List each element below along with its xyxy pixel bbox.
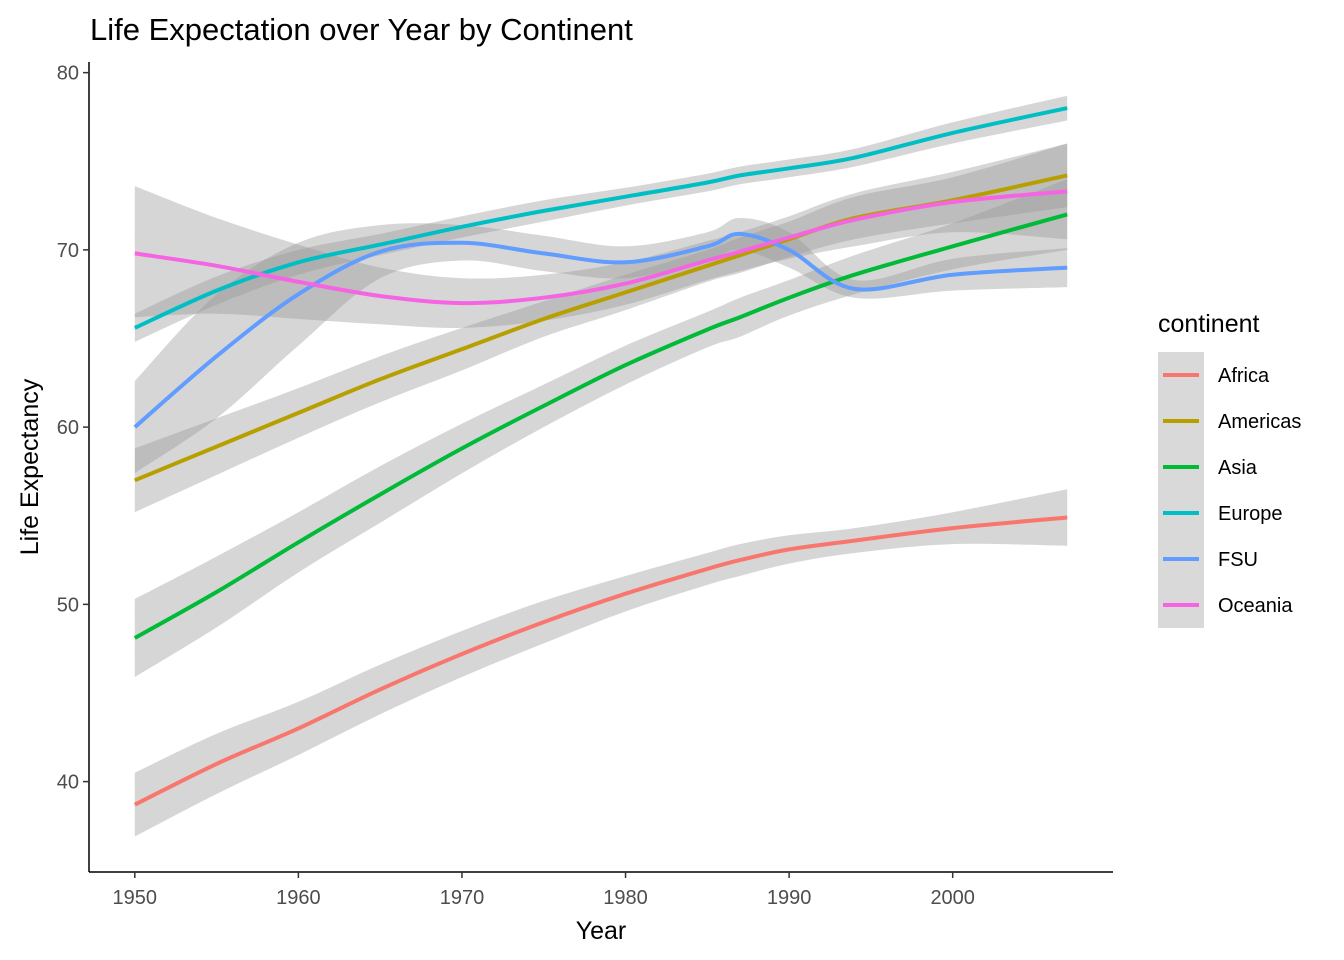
legend-label-africa: Africa: [1218, 365, 1270, 387]
ribbon-americas: [134, 143, 1068, 513]
x-tick-label: 1960: [276, 887, 321, 909]
series-line-fsu: [133, 231, 1068, 429]
x-axis-ticks: 1950 1960 1970 1980 1990 2000: [113, 872, 975, 909]
x-tick-label: 1980: [603, 887, 648, 909]
y-tick-label: 70: [57, 240, 79, 262]
y-axis-ticks: 40 50 60 70 80: [57, 63, 89, 794]
ribbon-africa: [134, 489, 1068, 837]
legend-label-oceania: Oceania: [1218, 595, 1293, 617]
x-tick-label: 2000: [930, 887, 975, 909]
ribbon-asia: [134, 179, 1068, 677]
legend-label-europe: Europe: [1218, 503, 1283, 525]
legend-label-fsu: FSU: [1218, 549, 1258, 571]
series-line-asia: [133, 212, 1068, 640]
series-lines: [133, 106, 1068, 807]
series-line-europe: [133, 106, 1068, 330]
legend-label-asia: Asia: [1218, 457, 1258, 479]
x-tick-label: 1990: [767, 887, 812, 909]
series-line-oceania: [134, 189, 1068, 306]
legend-label-americas: Americas: [1218, 411, 1301, 433]
legend: continent Africa Americas Asia Europe FSU Oce…: [1158, 310, 1301, 628]
chart-title: Life Expectation over Year by Continent: [90, 12, 633, 47]
y-tick-label: 50: [57, 594, 79, 616]
y-axis-title: Life Expectancy: [16, 378, 44, 555]
ribbon-oceania: [134, 143, 1068, 328]
x-tick-label: 1950: [113, 887, 158, 909]
x-axis-title: Year: [576, 917, 627, 945]
series-line-africa: [133, 515, 1068, 807]
y-tick-label: 80: [57, 63, 79, 85]
legend-title: continent: [1158, 310, 1260, 338]
legend-items: Africa Americas Asia Europe FSU Oceania: [1158, 352, 1301, 628]
ribbon-europe: [134, 95, 1068, 342]
y-tick-label: 60: [57, 417, 79, 439]
x-tick-label: 1970: [440, 887, 485, 909]
y-tick-label: 40: [57, 772, 79, 794]
